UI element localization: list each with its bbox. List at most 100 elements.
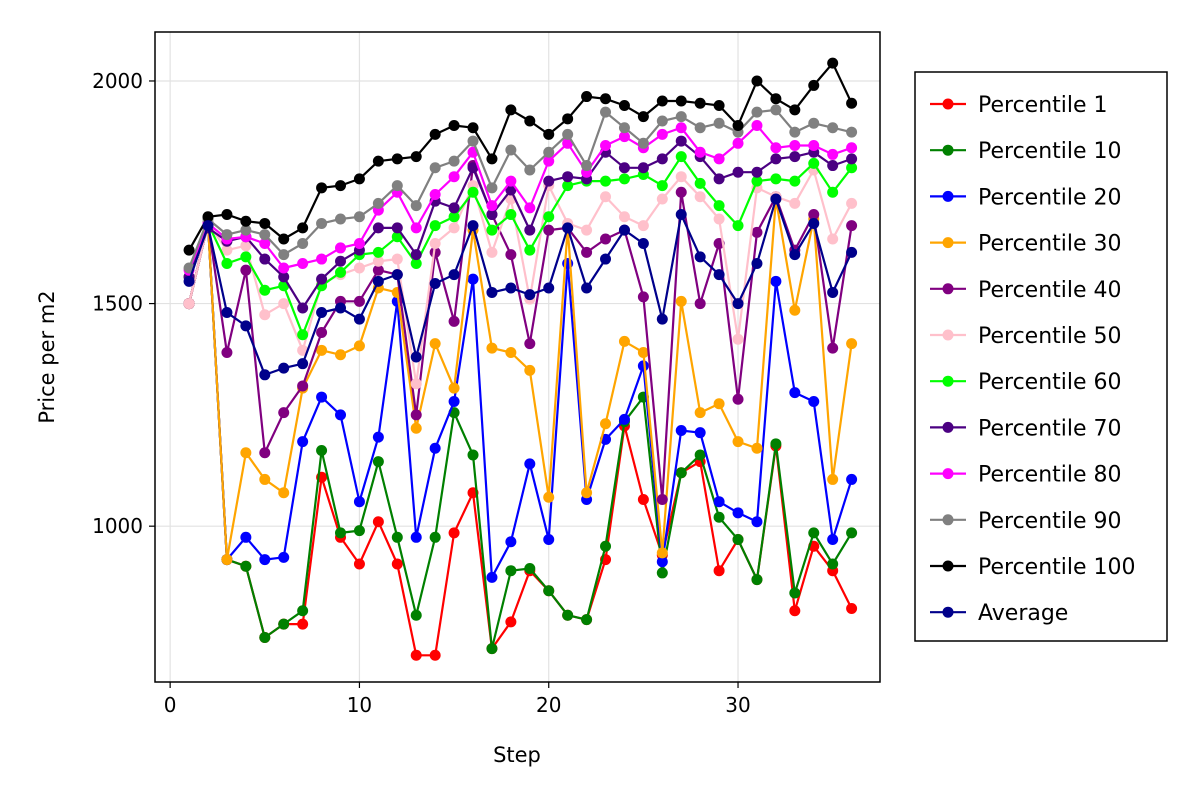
- series-8-point-16: [486, 200, 498, 212]
- legend-marker-4: [942, 283, 954, 295]
- legend-marker-0: [942, 98, 954, 110]
- series-2-point-16: [486, 571, 498, 583]
- x-tick-label-2: 20: [536, 693, 561, 717]
- series-6-point-26: [675, 151, 687, 163]
- series-5-point-13: [429, 237, 441, 249]
- series-6-point-20: [562, 180, 574, 192]
- series-11-point-6: [297, 358, 309, 370]
- series-1-point-19: [543, 585, 555, 597]
- series-4-point-10: [372, 264, 384, 276]
- series-2-point-7: [316, 391, 328, 403]
- series-5-point-11: [391, 253, 403, 265]
- series-5-point-34: [827, 233, 839, 245]
- legend-item-5: Percentile 50: [930, 324, 1122, 349]
- series-5-point-32: [789, 197, 801, 209]
- series-9-point-12: [410, 200, 422, 212]
- series-0-point-9: [353, 558, 365, 570]
- series-10-point-18: [524, 115, 536, 127]
- series-10-point-30: [751, 75, 763, 87]
- series-9-point-32: [789, 126, 801, 138]
- series-4-point-7: [316, 327, 328, 339]
- series-2-point-25: [656, 556, 668, 568]
- series-7-point-17: [505, 184, 517, 196]
- plot-background: [155, 32, 880, 682]
- series-1-point-31: [770, 438, 782, 450]
- series-1-point-10: [372, 456, 384, 468]
- series-9-point-10: [372, 197, 384, 209]
- series-10-point-22: [600, 93, 612, 105]
- y-tick-label-2: 2000: [92, 69, 143, 93]
- series-5-point-9: [353, 262, 365, 274]
- series-8-point-17: [505, 175, 517, 187]
- series-8-point-7: [316, 253, 328, 265]
- series-2-point-10: [372, 431, 384, 443]
- series-10-point-35: [846, 97, 858, 109]
- series-11-point-15: [467, 220, 479, 232]
- series-9-point-33: [808, 117, 820, 129]
- series-10-point-7: [316, 182, 328, 194]
- series-4-point-2: [221, 347, 233, 359]
- y-tick-label-1: 1500: [92, 292, 143, 316]
- series-5-point-35: [846, 197, 858, 209]
- series-9-point-5: [278, 249, 290, 261]
- series-10-point-0: [183, 244, 195, 256]
- series-11-point-10: [372, 275, 384, 287]
- series-2-point-29: [732, 507, 744, 519]
- series-7-point-16: [486, 209, 498, 221]
- series-3-point-30: [751, 442, 763, 454]
- series-11-point-30: [751, 258, 763, 270]
- series-10-point-28: [713, 99, 725, 111]
- series-8-point-26: [675, 122, 687, 134]
- series-2-point-30: [751, 516, 763, 528]
- series-2-point-5: [278, 551, 290, 563]
- series-3-point-8: [335, 349, 347, 361]
- series-9-point-27: [694, 122, 706, 134]
- series-11-point-34: [827, 286, 839, 298]
- series-9-point-15: [467, 135, 479, 147]
- series-8-point-14: [448, 171, 460, 183]
- series-8-point-6: [297, 258, 309, 270]
- series-9: [183, 104, 858, 274]
- series-10-point-5: [278, 233, 290, 245]
- legend-item-10: Percentile 100: [930, 555, 1136, 580]
- series-10-point-29: [732, 119, 744, 131]
- series-3-point-26: [675, 295, 687, 307]
- series-8-point-32: [789, 140, 801, 152]
- x-tick-label-0: 0: [164, 693, 177, 717]
- series-2-point-12: [410, 531, 422, 543]
- series-1-point-27: [694, 449, 706, 461]
- series-4-point-27: [694, 298, 706, 310]
- series-1-point-7: [316, 444, 328, 456]
- legend-label-7: Percentile 70: [978, 416, 1122, 441]
- series-4-point-17: [505, 249, 517, 261]
- series-9-point-7: [316, 217, 328, 229]
- series-9-point-19: [543, 146, 555, 158]
- series-11-point-33: [808, 217, 820, 229]
- series-10-point-21: [581, 91, 593, 103]
- legend-item-2: Percentile 20: [930, 185, 1122, 210]
- series-7-point-5: [278, 271, 290, 283]
- series-6-point-28: [713, 200, 725, 212]
- series-3-point-7: [316, 344, 328, 356]
- series-4-point-22: [600, 233, 612, 245]
- series-3-point-13: [429, 338, 441, 350]
- series-9-point-3: [240, 224, 252, 236]
- series-7-point-4: [259, 253, 271, 265]
- series-7-point-10: [372, 222, 384, 234]
- series-1-point-9: [353, 525, 365, 537]
- series-1-point-4: [259, 631, 271, 643]
- series-6-point-8: [335, 266, 347, 278]
- series-6-point-35: [846, 162, 858, 174]
- series-8-point-5: [278, 262, 290, 274]
- series-3-point-3: [240, 447, 252, 459]
- series-8-point-23: [618, 131, 630, 143]
- series-0-point-14: [448, 527, 460, 539]
- series-8-point-34: [827, 148, 839, 160]
- legend-label-10: Percentile 100: [978, 555, 1136, 580]
- series-10-point-27: [694, 97, 706, 109]
- series-6-point-13: [429, 220, 441, 232]
- series-3-point-24: [637, 347, 649, 359]
- series-1-point-34: [827, 558, 839, 570]
- series-1-point-26: [675, 467, 687, 479]
